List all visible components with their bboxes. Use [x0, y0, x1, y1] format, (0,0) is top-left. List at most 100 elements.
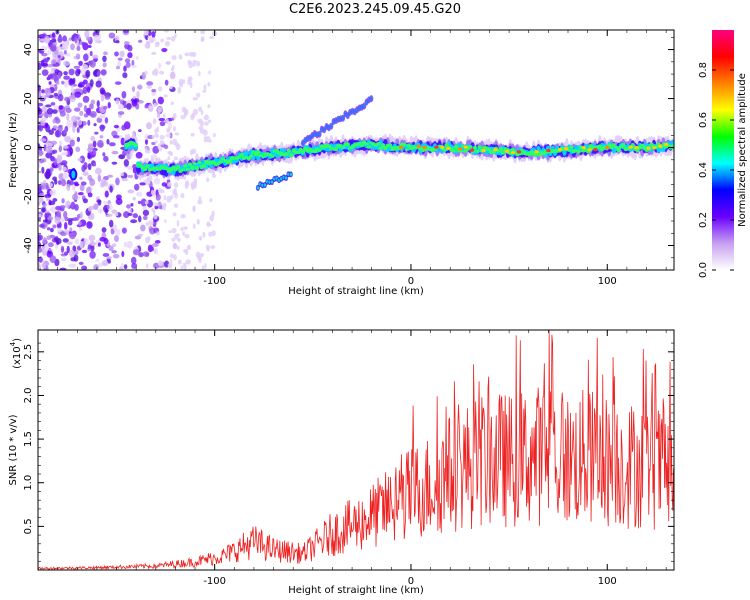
heatmap-noise-cell	[156, 231, 160, 236]
heatmap-noise-cell	[131, 262, 138, 269]
spectrogram-x-tick-label: 0	[408, 276, 414, 287]
snr-panel: -100 0 100 0.5 1.0 1.5 2.0 2.5 Height of strai…	[8, 329, 675, 596]
heatmap-noise-cell	[146, 122, 152, 130]
heatmap-noise-cell	[151, 51, 157, 56]
heatmap-noise-cell	[142, 215, 148, 221]
heatmap-ridge-cell	[345, 142, 350, 147]
heatmap-noise-cell	[122, 72, 128, 79]
chart-title: C2E6.2023.245.09.45.G20	[288, 2, 462, 17]
heatmap-noise-cell	[48, 129, 54, 135]
heatmap-noise-cell	[192, 206, 195, 213]
heatmap-noise-cell	[90, 99, 96, 105]
heatmap-noise-cell	[136, 90, 140, 99]
heatmap-noise-cell	[120, 262, 124, 268]
heatmap-noise-cell	[163, 30, 169, 33]
heatmap-noise-cell	[95, 80, 102, 88]
spectrogram-noise	[38, 30, 218, 270]
heatmap-noise-cell	[207, 82, 211, 87]
heatmap-noise-cell	[151, 141, 156, 146]
heatmap-noise-cell	[87, 45, 92, 49]
heatmap-ridge-cell	[291, 148, 296, 153]
heatmap-noise-cell	[69, 94, 76, 102]
heatmap-noise-cell	[104, 95, 111, 100]
heatmap-noise-cell	[157, 106, 163, 113]
heatmap-noise-cell	[75, 53, 81, 60]
heatmap-noise-cell	[208, 70, 211, 75]
heatmap-hotspot	[469, 148, 475, 152]
heatmap-noise-cell	[168, 152, 174, 156]
heatmap-noise-cell	[46, 49, 52, 56]
heatmap-noise-cell	[140, 198, 147, 207]
heatmap-ridge-cell	[359, 143, 365, 148]
heatmap-branch-cell	[362, 104, 366, 108]
heatmap-noise-cell	[123, 41, 130, 45]
heatmap-ridge-cell	[501, 150, 506, 155]
heatmap-noise-cell	[150, 189, 155, 196]
spectrogram-y-tick-label: 20	[23, 92, 34, 105]
heatmap-noise-cell	[123, 211, 130, 219]
heatmap-noise-cell	[198, 236, 203, 241]
heatmap-noise-cell	[64, 228, 68, 234]
heatmap-noise-cell	[49, 207, 53, 212]
heatmap-noise-cell	[183, 111, 187, 117]
heatmap-noise-cell	[66, 245, 70, 254]
heatmap-noise-cell	[200, 35, 205, 42]
heatmap-noise-cell	[154, 41, 160, 48]
heatmap-noise-cell	[39, 138, 47, 142]
snr-x-tick-label: -100	[203, 576, 226, 587]
heatmap-noise-cell	[198, 70, 201, 77]
heatmap-noise-cell	[203, 135, 207, 143]
heatmap-noise-cell	[157, 96, 164, 105]
heatmap-noise-cell	[63, 129, 67, 135]
heatmap-noise-cell	[176, 220, 180, 227]
snr-x-label: Height of straight line (km)	[288, 585, 424, 596]
heatmap-noise-cell	[135, 191, 143, 197]
heatmap-noise-cell	[119, 50, 125, 58]
heatmap-noise-cell	[173, 156, 178, 161]
heatmap-noise-cell	[92, 149, 97, 156]
heatmap-noise-cell	[60, 257, 67, 262]
heatmap-ridge-cell	[611, 143, 617, 147]
heatmap-noise-cell	[176, 245, 180, 250]
heatmap-noise-cell	[40, 45, 48, 52]
heatmap-noise-cell	[135, 151, 143, 159]
heatmap-hotspot	[440, 145, 445, 149]
heatmap-noise-cell	[45, 122, 49, 127]
heatmap-hotspot	[587, 148, 592, 152]
heatmap-noise-cell	[107, 101, 111, 109]
heatmap-branch-cell	[263, 183, 267, 187]
heatmap-noise-cell	[192, 223, 196, 230]
heatmap-noise-cell	[58, 163, 62, 171]
heatmap-noise-cell	[42, 237, 48, 245]
heatmap-noise-cell	[81, 67, 87, 76]
heatmap-noise-cell	[46, 235, 52, 241]
spectrogram-panel: -100 0 100 -40 -20 0 20 40 Height of straight …	[8, 29, 675, 297]
heatmap-noise-cell	[200, 110, 204, 116]
heatmap-noise-cell	[157, 86, 163, 92]
heatmap-noise-cell	[152, 145, 160, 154]
heatmap-noise-cell	[184, 52, 190, 57]
heatmap-noise-cell	[127, 207, 132, 215]
heatmap-noise-cell	[115, 228, 121, 237]
heatmap-noise-cell	[77, 102, 83, 108]
heatmap-noise-cell	[42, 244, 50, 252]
heatmap-noise-cell	[69, 139, 75, 147]
heatmap-noise-cell	[38, 256, 43, 263]
spectrogram-y-tick-label: 0	[23, 144, 34, 150]
colorbar-tick-label: 0.8	[698, 62, 709, 78]
heatmap-noise-cell	[82, 171, 89, 176]
heatmap-noise-cell	[203, 84, 207, 90]
heatmap-noise-cell	[175, 143, 181, 151]
heatmap-noise-cell	[171, 55, 177, 61]
heatmap-noise-cell	[200, 30, 206, 35]
heatmap-ridge-cell	[569, 145, 574, 149]
spectrogram-y-tick-label: -40	[23, 237, 34, 253]
heatmap-noise-cell	[39, 38, 44, 42]
spectrogram-x-tick-label: -100	[203, 276, 226, 287]
heatmap-noise-cell	[49, 167, 54, 172]
heatmap-noise-cell	[76, 45, 81, 51]
heatmap-noise-cell	[100, 69, 107, 76]
heatmap-noise-cell	[99, 135, 104, 139]
heatmap-noise-cell	[167, 262, 173, 269]
